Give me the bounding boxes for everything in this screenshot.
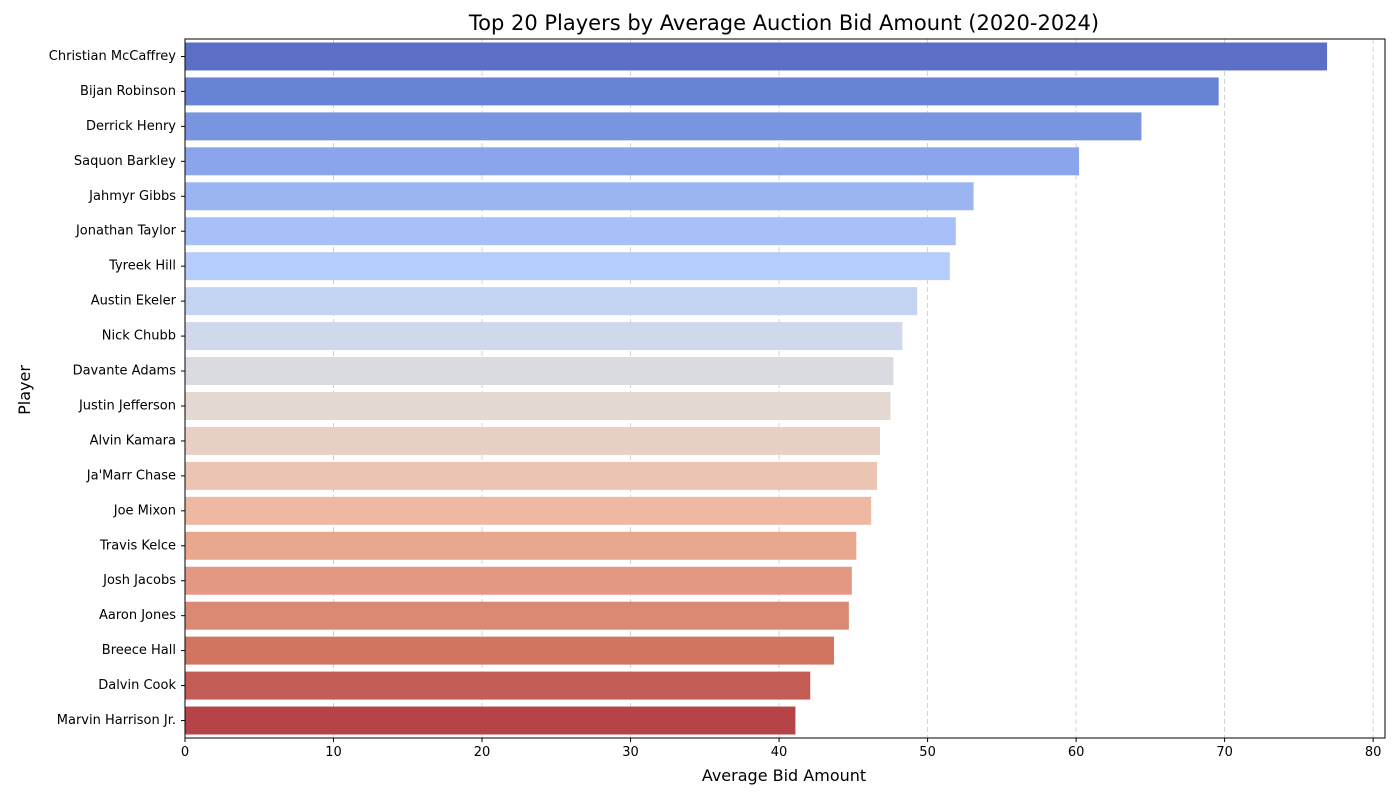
x-tick-label-8: 80 [1365, 745, 1382, 760]
y-tick-label-15: Josh Jacobs [102, 573, 176, 588]
bar-15 [185, 566, 852, 595]
bar-10 [185, 391, 891, 420]
bar-7 [185, 287, 918, 316]
y-tick-label-4: Jahmyr Gibbs [88, 189, 176, 204]
chart-title: Top 20 Players by Average Auction Bid Am… [468, 11, 1099, 35]
y-tick-label-16: Aaron Jones [99, 608, 176, 623]
y-tick-label-12: Ja'Marr Chase [86, 468, 176, 483]
y-tick-label-3: Saquon Barkley [74, 154, 176, 169]
bar-4 [185, 182, 974, 211]
bar-17 [185, 636, 835, 665]
y-tick-label-5: Jonathan Taylor [75, 224, 177, 239]
bar-8 [185, 322, 903, 351]
x-tick-label-5: 50 [919, 745, 936, 760]
x-tick-label-2: 20 [474, 745, 491, 760]
y-tick-label-6: Tyreek Hill [108, 259, 176, 274]
grid-lines [184, 39, 1374, 738]
y-tick-label-2: Derrick Henry [86, 119, 176, 134]
bar-3 [185, 147, 1080, 176]
x-axis-title: Average Bid Amount [702, 766, 866, 785]
y-tick-label-11: Alvin Kamara [90, 433, 176, 448]
bar-19 [185, 706, 796, 735]
y-tick-label-17: Breece Hall [102, 643, 176, 658]
bar-0 [185, 42, 1328, 71]
y-tick-label-14: Travis Kelce [99, 538, 176, 553]
bar-16 [185, 601, 849, 630]
x-tick-label-0: 0 [181, 745, 189, 760]
y-tick-label-19: Marvin Harrison Jr. [57, 713, 176, 728]
bar-12 [185, 461, 878, 490]
y-tick-label-7: Austin Ekeler [91, 294, 177, 309]
y-tick-label-8: Nick Chubb [102, 329, 176, 344]
bars [185, 42, 1328, 735]
y-tick-label-10: Justin Jefferson [78, 398, 176, 413]
y-tick-label-13: Joe Mixon [113, 503, 176, 518]
x-tick-label-4: 40 [771, 745, 788, 760]
bar-14 [185, 531, 857, 560]
x-tick-label-6: 60 [1068, 745, 1085, 760]
y-tick-label-9: Davante Adams [73, 364, 177, 379]
axes: Christian McCaffrey Bijan Robinson Derrick… [49, 38, 1386, 760]
bar-11 [185, 426, 881, 455]
bar-18 [185, 671, 811, 700]
bar-2 [185, 112, 1142, 141]
bar-6 [185, 252, 950, 281]
bar-13 [185, 496, 872, 525]
bar-1 [185, 77, 1219, 106]
x-tick-label-1: 10 [325, 745, 342, 760]
bar-5 [185, 217, 956, 246]
y-tick-label-0: Christian McCaffrey [49, 49, 177, 64]
plot-frame [184, 38, 1386, 739]
y-axis-title: Player [15, 365, 34, 415]
y-tick-label-1: Bijan Robinson [80, 84, 176, 99]
y-tick-label-18: Dalvin Cook [98, 678, 176, 693]
x-tick-label-7: 70 [1216, 745, 1233, 760]
bar-9 [185, 357, 894, 386]
x-tick-label-3: 30 [622, 745, 639, 760]
